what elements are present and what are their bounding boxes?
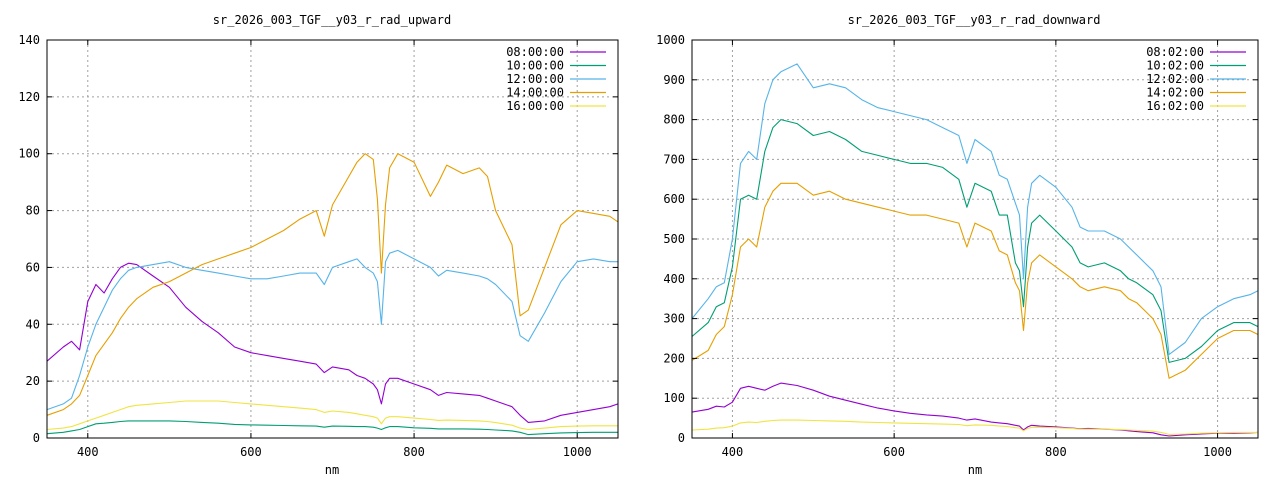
- series-line-080000: [46, 262, 619, 423]
- series-line-140200: [691, 182, 1259, 379]
- legend-label: 10:00:00: [506, 59, 564, 73]
- upward-radiance-chart: sr_2026_003_TGF__y03_r_rad_upward 0 20 40 60…: [18, 13, 619, 477]
- x-tick-label: 1000: [1203, 445, 1232, 459]
- y-tick-label: 900: [663, 73, 685, 87]
- y-tick-label: 800: [663, 113, 685, 127]
- legend-label: 12:02:00: [1146, 72, 1204, 86]
- y-tick-label: 60: [26, 260, 40, 274]
- legend-label: 14:00:00: [506, 86, 564, 100]
- y-tick-label: 200: [663, 351, 685, 365]
- y-tick-label: 20: [26, 374, 40, 388]
- y-tick-label: 40: [26, 317, 40, 331]
- plot-frame: [46, 39, 619, 439]
- series-line-140000: [46, 153, 619, 416]
- x-tick-label: 600: [883, 445, 905, 459]
- x-tick-label: 400: [77, 445, 99, 459]
- legend-label: 16:02:00: [1146, 99, 1204, 113]
- x-tick-label: 800: [1045, 445, 1067, 459]
- series-line-160200: [691, 419, 1258, 435]
- y-tick-label: 80: [26, 204, 40, 218]
- x-tick-label: 400: [722, 445, 744, 459]
- chart-title: sr_2026_003_TGF__y03_r_rad_downward: [848, 13, 1101, 27]
- legend-label: 08:02:00: [1146, 45, 1204, 59]
- x-tick-label: 600: [240, 445, 262, 459]
- x-axis-label: nm: [968, 463, 982, 477]
- series-line-100200: [691, 119, 1259, 363]
- downward-radiance-chart: sr_2026_003_TGF__y03_r_rad_downward 0 100 2…: [656, 13, 1259, 477]
- series-line-080200: [691, 382, 1259, 437]
- y-tick-label: 100: [18, 147, 40, 161]
- y-tick-label: 700: [663, 152, 685, 166]
- y-tick-label: 400: [663, 272, 685, 286]
- series-line-100000: [46, 420, 618, 436]
- legend-label: 16:00:00: [506, 99, 564, 113]
- y-tick-label: 1000: [656, 33, 685, 47]
- y-tick-label: 140: [18, 33, 40, 47]
- legend-label: 08:00:00: [506, 45, 564, 59]
- y-tick-label: 500: [663, 232, 685, 246]
- x-tick-label: 800: [403, 445, 425, 459]
- x-axis-label: nm: [325, 463, 339, 477]
- y-tick-label: 120: [18, 90, 40, 104]
- y-tick-label: 300: [663, 312, 685, 326]
- legend-label: 10:02:00: [1146, 59, 1204, 73]
- series-line-160000: [46, 400, 618, 431]
- y-tick-label: 100: [663, 391, 685, 405]
- x-tick-label: 1000: [563, 445, 592, 459]
- y-tick-label: 0: [678, 431, 685, 445]
- chart-title: sr_2026_003_TGF__y03_r_rad_upward: [213, 13, 451, 27]
- legend-label: 12:00:00: [506, 72, 564, 86]
- series-line-120200: [691, 63, 1259, 355]
- y-tick-label: 600: [663, 192, 685, 206]
- legend-label: 14:02:00: [1146, 86, 1204, 100]
- series-line-120000: [46, 249, 618, 411]
- y-tick-label: 0: [33, 431, 40, 445]
